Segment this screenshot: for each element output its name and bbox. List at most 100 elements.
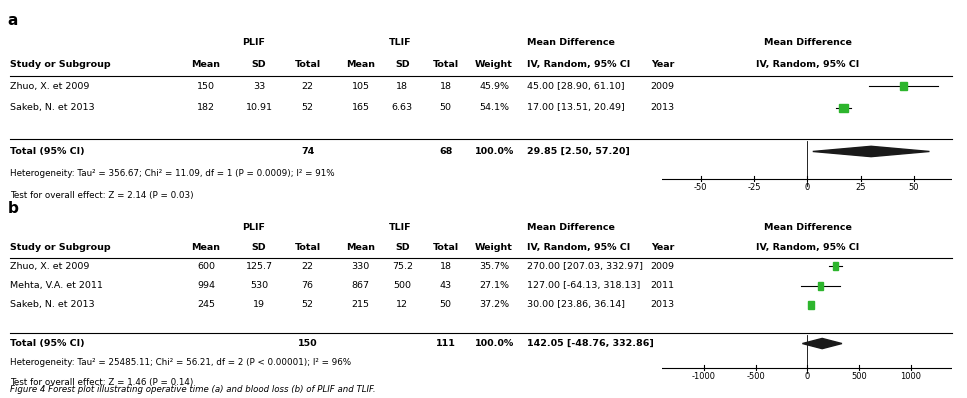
Text: 150: 150 [197,82,215,91]
Text: 10.91: 10.91 [246,103,273,112]
Text: Mean: Mean [191,60,220,69]
Text: TLIF: TLIF [389,223,412,232]
Text: 33: 33 [253,82,265,91]
Text: 530: 530 [250,281,268,290]
Text: 22: 22 [302,262,313,271]
Polygon shape [813,146,929,157]
Text: Weight: Weight [475,60,513,69]
Text: Total (95% CI): Total (95% CI) [10,147,84,156]
Text: -25: -25 [747,183,761,192]
Text: 75.2: 75.2 [392,262,413,271]
Text: 45.9%: 45.9% [479,82,510,91]
Text: IV, Random, 95% CI: IV, Random, 95% CI [756,243,859,252]
Text: 270.00 [207.03, 332.97]: 270.00 [207.03, 332.97] [527,262,643,271]
Text: Mean Difference: Mean Difference [527,223,615,232]
Text: 2013: 2013 [651,300,675,310]
Text: 35.7%: 35.7% [479,262,510,271]
Text: 105: 105 [352,82,369,91]
Text: 50: 50 [909,183,920,192]
Text: Mean: Mean [191,243,220,252]
Text: Mean Difference: Mean Difference [527,38,615,47]
Text: 68: 68 [439,147,453,156]
Text: 100.0%: 100.0% [475,339,513,348]
Text: Mean: Mean [346,60,375,69]
Text: 74: 74 [301,147,314,156]
Text: 52: 52 [302,300,313,310]
Text: Weight: Weight [475,243,513,252]
Text: 867: 867 [352,281,369,290]
Text: 245: 245 [197,300,215,310]
Text: 2013: 2013 [651,103,675,112]
Text: Study or Subgroup: Study or Subgroup [10,60,110,69]
Text: Heterogeneity: Tau² = 356.67; Chi² = 11.09, df = 1 (P = 0.0009); I² = 91%: Heterogeneity: Tau² = 356.67; Chi² = 11.… [10,169,335,178]
Text: Heterogeneity: Tau² = 25485.11; Chi² = 56.21, df = 2 (P < 0.00001); I² = 96%: Heterogeneity: Tau² = 25485.11; Chi² = 5… [10,358,351,367]
Text: 27.1%: 27.1% [479,281,510,290]
Text: 125.7: 125.7 [246,262,273,271]
Text: 18: 18 [396,82,408,91]
Bar [818,282,823,290]
Text: Test for overall effect: Z = 2.14 (P = 0.03): Test for overall effect: Z = 2.14 (P = 0… [10,191,193,199]
Text: 2011: 2011 [651,281,675,290]
Text: Year: Year [651,60,674,69]
Text: -500: -500 [747,372,765,381]
Text: 994: 994 [197,281,215,290]
Text: a: a [8,14,18,28]
Text: IV, Random, 95% CI: IV, Random, 95% CI [527,243,630,252]
Text: 111: 111 [436,339,455,348]
Text: 43: 43 [440,281,452,290]
Bar [839,104,848,112]
Text: 500: 500 [394,281,411,290]
Text: 1000: 1000 [900,372,922,381]
Text: TLIF: TLIF [389,38,412,47]
Text: SD: SD [251,243,267,252]
Text: 0: 0 [805,183,810,192]
Text: 52: 52 [302,103,313,112]
Text: 600: 600 [197,262,215,271]
Text: 50: 50 [440,103,452,112]
Bar [899,82,907,90]
Text: SD: SD [395,243,410,252]
Text: Zhuo, X. et 2009: Zhuo, X. et 2009 [10,262,89,271]
Text: -1000: -1000 [691,372,716,381]
Text: 37.2%: 37.2% [479,300,510,310]
Text: 182: 182 [197,103,215,112]
Text: PLIF: PLIF [243,38,265,47]
Text: Total: Total [294,60,321,69]
Text: 22: 22 [302,82,313,91]
Text: Mean Difference: Mean Difference [764,38,851,47]
Text: Figure 4 Forest plot illustrating operative time (a) and blood loss (b) of PLIF : Figure 4 Forest plot illustrating operat… [10,385,375,394]
Text: IV, Random, 95% CI: IV, Random, 95% CI [756,60,859,69]
Text: Test for overall effect: Z = 1.46 (P = 0.14): Test for overall effect: Z = 1.46 (P = 0… [10,378,193,386]
Text: 45.00 [28.90, 61.10]: 45.00 [28.90, 61.10] [527,82,625,91]
Text: 2009: 2009 [651,262,675,271]
Text: 500: 500 [851,372,867,381]
Text: 165: 165 [352,103,369,112]
Polygon shape [803,338,842,349]
Text: Mehta, V.A. et 2011: Mehta, V.A. et 2011 [10,281,103,290]
Text: 150: 150 [298,339,317,348]
Text: Sakeb, N. et 2013: Sakeb, N. et 2013 [10,103,95,112]
Text: b: b [8,201,18,216]
Text: 100.0%: 100.0% [475,147,513,156]
Text: Total: Total [432,60,459,69]
Text: 30.00 [23.86, 36.14]: 30.00 [23.86, 36.14] [527,300,625,310]
Text: 330: 330 [352,262,369,271]
Text: 76: 76 [302,281,313,290]
Text: IV, Random, 95% CI: IV, Random, 95% CI [527,60,630,69]
Text: 2009: 2009 [651,82,675,91]
Text: PLIF: PLIF [243,223,265,232]
Text: 127.00 [-64.13, 318.13]: 127.00 [-64.13, 318.13] [527,281,640,290]
Text: Total (95% CI): Total (95% CI) [10,339,84,348]
Text: Study or Subgroup: Study or Subgroup [10,243,110,252]
Text: Zhuo, X. et 2009: Zhuo, X. et 2009 [10,82,89,91]
Text: 142.05 [-48.76, 332.86]: 142.05 [-48.76, 332.86] [527,339,654,348]
Text: 6.63: 6.63 [392,103,413,112]
Text: Mean Difference: Mean Difference [764,223,851,232]
Text: 18: 18 [440,82,452,91]
Text: 29.85 [2.50, 57.20]: 29.85 [2.50, 57.20] [527,147,630,156]
Text: 54.1%: 54.1% [479,103,510,112]
Text: 18: 18 [440,262,452,271]
Text: Total: Total [432,243,459,252]
Text: SD: SD [395,60,410,69]
Text: 0: 0 [805,372,810,381]
